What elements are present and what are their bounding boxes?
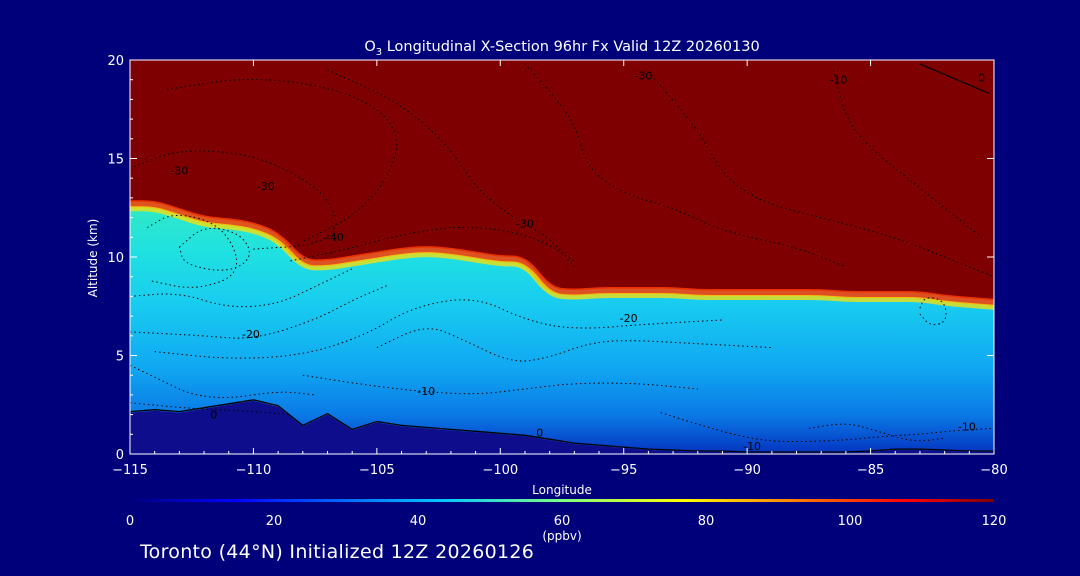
contour-label: -20 xyxy=(242,328,260,341)
x-axis: −115 −110 −105 −100 −95 −90 −85 −80 xyxy=(112,60,1008,478)
x-tick-label: −80 xyxy=(980,463,1007,478)
contour-line xyxy=(130,402,291,416)
contour-line xyxy=(166,78,398,242)
colorbar-tick-label: 40 xyxy=(410,514,427,529)
y-tick-label: 10 xyxy=(107,251,124,266)
x-tick-label: −100 xyxy=(482,463,518,478)
x-tick-label: −110 xyxy=(236,463,272,478)
chart-title: O3 Longitudinal X-Section 96hr Fx Valid … xyxy=(364,39,759,58)
colorbar-tick-label: 120 xyxy=(982,514,1007,529)
contour-label: 0 xyxy=(536,426,543,439)
contour-line-zero xyxy=(919,63,990,95)
y-axis-label: Altitude (km) xyxy=(86,219,100,298)
contour-label: -30 xyxy=(634,70,652,83)
x-tick-label: −115 xyxy=(112,463,148,478)
contour-label: -10 xyxy=(829,74,847,87)
contour-labels: -30 -30 -30 -10 -40 -30 -20 -20 -10 -10 -10 0 0 0 xyxy=(170,70,985,453)
tropopause-yellow-band xyxy=(130,206,994,310)
contour-line xyxy=(919,297,947,325)
x-axis-label: Longitude xyxy=(532,483,592,497)
contour-line xyxy=(648,71,994,278)
colorbar-tick-label: 80 xyxy=(698,514,715,529)
tropopause-transition-band xyxy=(130,200,994,306)
contour-lines xyxy=(130,63,994,443)
contour-label: -40 xyxy=(326,231,344,244)
contour-line xyxy=(808,423,945,442)
colorbar-tick-label: 100 xyxy=(838,514,863,529)
x-tick-label: −95 xyxy=(610,463,637,478)
plot-area: -30 -30 -30 -10 -40 -30 -20 -20 -10 -10 -10 0 0 0 xyxy=(130,60,994,454)
contour-label: -10 xyxy=(743,440,761,453)
terrain-fill xyxy=(130,400,994,454)
colorbar xyxy=(130,499,994,502)
station-info-text: Toronto (44°N) Initialized 12Z 20260126 xyxy=(140,541,535,563)
contour-label: -30 xyxy=(257,180,275,193)
contour-label: -10 xyxy=(417,385,435,398)
contour-line xyxy=(302,374,698,395)
x-tick-label: −90 xyxy=(733,463,760,478)
contour-line xyxy=(154,299,723,359)
y-tick-label: 5 xyxy=(116,350,124,365)
contour-line xyxy=(524,63,847,268)
x-tick-label: −105 xyxy=(359,463,395,478)
x-tick-label: −85 xyxy=(857,463,884,478)
contour-line xyxy=(147,214,238,288)
contour-line xyxy=(130,364,316,399)
y-tick-label: 15 xyxy=(107,153,124,168)
contour-label: 0 xyxy=(978,72,985,85)
y-tick-label: 0 xyxy=(116,448,124,463)
contour-label: -20 xyxy=(620,312,638,325)
contour-line xyxy=(327,69,575,268)
contour-label: -30 xyxy=(170,164,188,177)
contour-line xyxy=(660,412,994,443)
contour-label: 0 xyxy=(210,409,217,422)
y-axis: 0 5 10 15 20 xyxy=(107,54,994,463)
contour-line xyxy=(833,69,983,238)
colorbar-tick-label: 0 xyxy=(126,514,134,529)
colorbar-ticks: 0 20 40 60 80 100 120 xyxy=(126,514,1007,529)
stratosphere-fill xyxy=(130,60,994,301)
colorbar-unit-label: (ppbv) xyxy=(542,529,581,543)
contour-label: -30 xyxy=(516,217,534,230)
colorbar-tick-label: 60 xyxy=(554,514,571,529)
contour-line xyxy=(290,226,575,262)
y-tick-label: 20 xyxy=(107,54,124,69)
contour-line xyxy=(130,284,390,339)
contour-label: -10 xyxy=(958,420,976,433)
colorbar-tick-label: 20 xyxy=(266,514,283,529)
